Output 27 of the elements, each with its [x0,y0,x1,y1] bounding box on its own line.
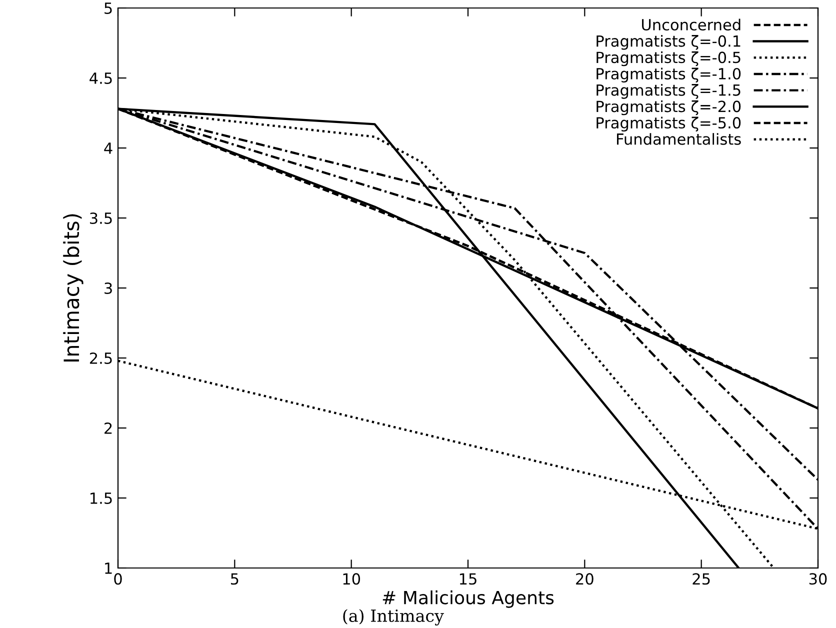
y-tick-label: 1 [105,562,112,574]
legend-label: Unconcerned [642,18,740,31]
y-tick-label: 2.5 [90,352,112,364]
x-tick-label: 20 [576,573,594,585]
y-tick-label: 5 [104,2,112,14]
legend-label: Pragmatists ζ=-1.5 [596,84,740,99]
x-tick-label: 15 [460,573,476,585]
legend-label: Pragmatists ζ=-0.5 [596,51,740,66]
x-tick-label: 0 [114,573,122,585]
text: (a) Intimacy [343,609,444,626]
y-axis-title: Intimacy (bits) [63,214,84,362]
legend-label: Fundamentalists [617,133,741,145]
x-tick-label: 10 [343,573,360,585]
legend-label: Pragmatists ζ=-1.0 [596,68,741,83]
y-tick-label: 3 [104,282,112,294]
legend-label: Pragmatists ζ=-2.0 [596,100,741,116]
y-tick-label: 3.5 [90,212,112,224]
y-tick-label: 4.5 [90,72,112,84]
y-tick-label: 2 [104,422,112,434]
legend-label: Pragmatists ζ=-5.0 [596,116,741,132]
legend-label: Pragmatists ζ=-0.1 [596,35,740,50]
x-axis-title: # Malicious Agents [382,590,554,608]
x-tick-label: 30 [809,573,827,585]
y-tick-label: 4 [104,142,112,154]
x-tick-label: 5 [230,573,238,585]
x-tick-label: 25 [692,573,710,585]
y-tick-label: 1.5 [90,492,112,504]
